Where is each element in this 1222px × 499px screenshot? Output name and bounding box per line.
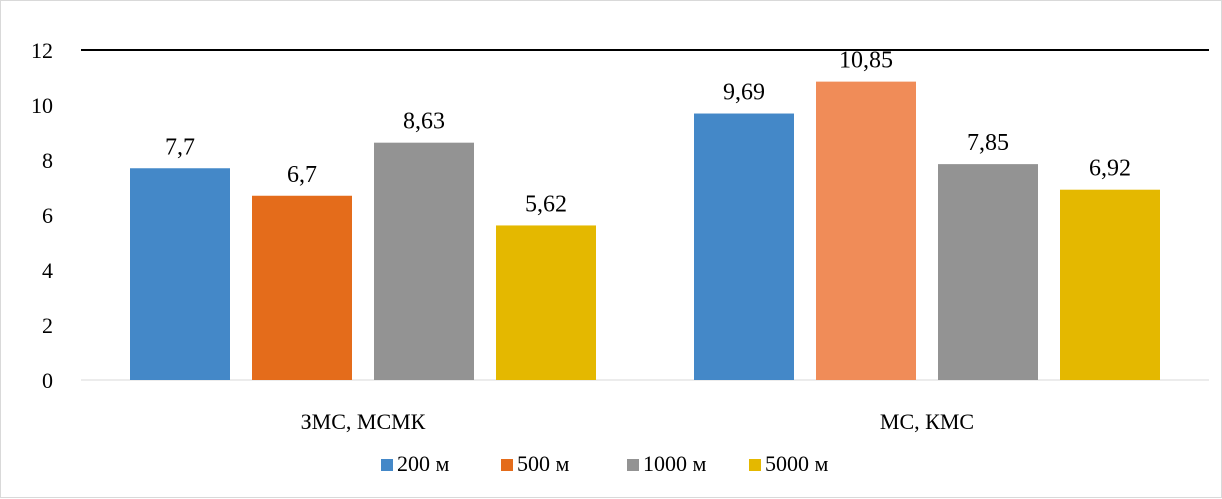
legend-label: 1000 м — [643, 451, 707, 476]
legend-label: 200 м — [397, 451, 450, 476]
y-tick-label: 10 — [31, 93, 53, 118]
bar-1000-м — [938, 164, 1038, 380]
data-label: 6,7 — [287, 162, 317, 188]
data-label: 10,85 — [839, 48, 893, 74]
bar-200-м — [130, 168, 230, 380]
y-tick-label: 12 — [31, 38, 53, 63]
y-tick-label: 8 — [42, 148, 53, 173]
legend-label: 5000 м — [765, 451, 829, 476]
category-label: МС, КМС — [880, 409, 974, 434]
bar-200-м — [694, 113, 794, 381]
y-tick-label: 0 — [42, 368, 53, 393]
bar-500-м — [252, 195, 352, 380]
y-tick-label: 4 — [42, 258, 53, 283]
y-tick-label: 6 — [42, 203, 53, 228]
bar-5000-м — [1060, 189, 1160, 380]
data-label: 9,69 — [723, 80, 765, 106]
bar-500-м — [816, 81, 916, 380]
bar-5000-м — [496, 225, 596, 380]
data-label: 7,7 — [165, 134, 195, 160]
legend-swatch — [501, 459, 513, 471]
y-tick-label: 2 — [42, 313, 53, 338]
data-label: 7,85 — [967, 130, 1009, 156]
category-label: ЗМС, МСМК — [301, 409, 426, 434]
data-label: 8,63 — [403, 109, 445, 135]
bar-1000-м — [374, 142, 474, 380]
data-label: 5,62 — [525, 191, 567, 217]
legend-label: 500 м — [517, 451, 570, 476]
legend-swatch — [381, 459, 393, 471]
data-label: 6,92 — [1089, 156, 1131, 182]
legend-swatch — [627, 459, 639, 471]
legend-swatch — [749, 459, 761, 471]
